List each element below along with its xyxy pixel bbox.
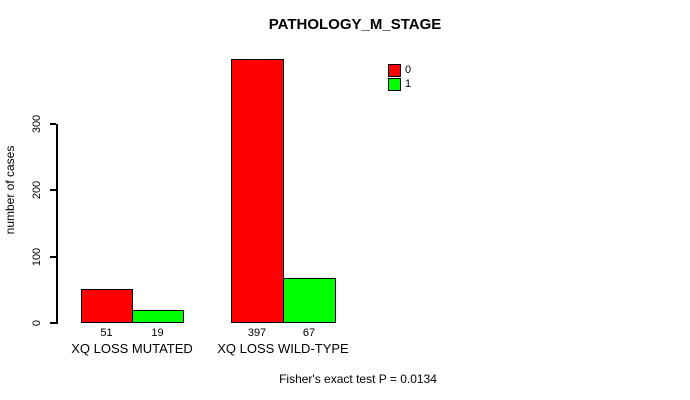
legend-swatch [388, 64, 401, 77]
y-tick-mark [50, 122, 56, 125]
y-tick-label: 100 [31, 247, 43, 266]
caption-fishers-test: Fisher's exact test P = 0.0134 [279, 372, 437, 386]
bar-value-label: 67 [302, 327, 316, 339]
y-tick-label: 300 [31, 114, 43, 133]
legend-row: 0 [388, 64, 411, 77]
y-axis-line [56, 123, 58, 324]
y-axis-label: number of cases [3, 145, 17, 235]
y-tick-label: 200 [31, 180, 43, 200]
bar-value-label: 51 [100, 327, 113, 339]
y-tick-mark [50, 322, 56, 324]
legend-row: 1 [388, 78, 411, 91]
legend-swatch [388, 78, 401, 91]
y-tick-label: 0 [31, 319, 43, 327]
legend-label: 0 [405, 64, 412, 76]
bar-value-label: 397 [247, 327, 267, 339]
y-tick-mark [50, 255, 56, 258]
bar-1-xq-loss-mutated [132, 310, 184, 323]
legend-label: 1 [405, 78, 412, 90]
x-category-label: XQ LOSS MUTATED [71, 341, 193, 356]
chart-title: PATHOLOGY_M_STAGE [268, 16, 442, 33]
bar-value-label: 19 [151, 327, 164, 339]
bar-0-xq-loss-mutated [81, 289, 133, 323]
bar-1-xq-loss-wild-type [283, 278, 336, 323]
bar-0-xq-loss-wild-type [231, 59, 284, 323]
x-category-label: XQ LOSS WILD-TYPE [217, 341, 349, 356]
y-tick-mark [50, 189, 56, 191]
